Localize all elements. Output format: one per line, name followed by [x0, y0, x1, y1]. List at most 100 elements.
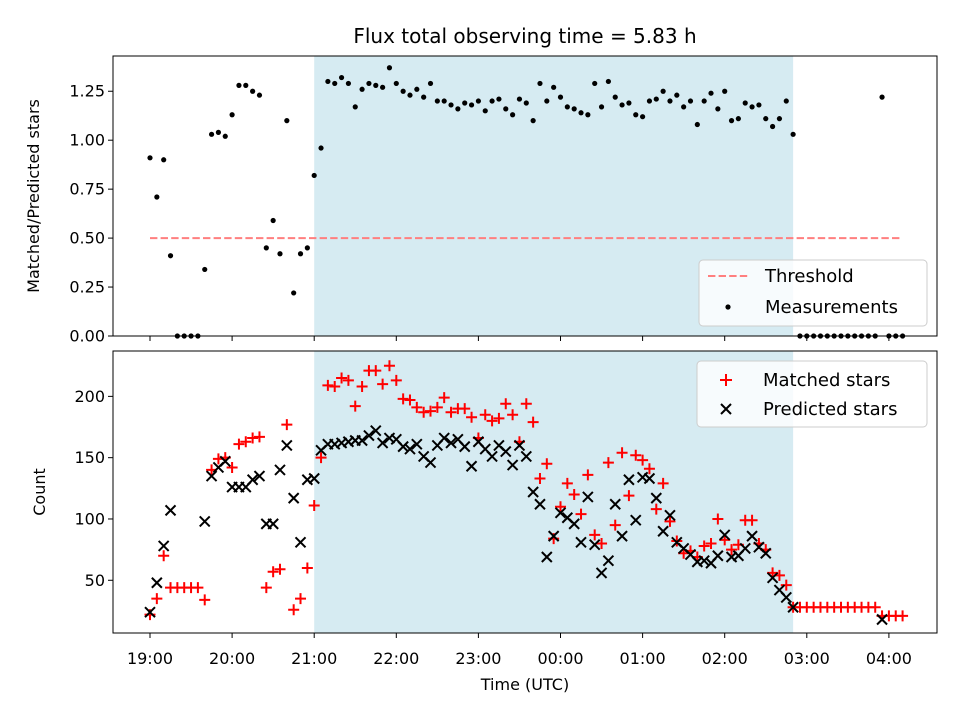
x-tick-label: 02:00 [702, 649, 748, 668]
measurement-point [338, 74, 345, 81]
predicted-star-point [219, 455, 231, 468]
predicted-star-point [582, 491, 594, 503]
measurement-point [660, 88, 666, 94]
measurement-point [681, 104, 687, 110]
matched-star-point [288, 604, 300, 616]
predicted-star-point [253, 470, 266, 482]
predicted-star-point [547, 530, 560, 542]
predicted-star-point [527, 486, 539, 498]
matched-star-point [295, 593, 307, 605]
legend-measurements-label: Measurements [765, 297, 898, 318]
matched-star-point [869, 601, 881, 613]
top-y-axis-label: Matched/Predicted stars [24, 99, 43, 293]
matched-star-point [780, 579, 792, 591]
predicted-star-point [465, 460, 478, 472]
predicted-star-point [438, 432, 450, 444]
measurement-point [790, 131, 796, 137]
matched-star-point [575, 508, 587, 520]
matched-star-point [226, 461, 238, 473]
predicted-star-point [568, 518, 580, 530]
predicted-star-point [513, 439, 526, 452]
legend-predicted-swatch [720, 403, 732, 415]
measurement-point [530, 118, 536, 124]
predicted-star-point [157, 540, 170, 552]
predicted-star-point [602, 554, 615, 567]
measurement-point [482, 108, 488, 114]
measurement-point [421, 94, 427, 100]
matched-star-point [308, 499, 320, 511]
predicted-star-point [657, 525, 669, 537]
measurement-point [735, 116, 741, 122]
matched-star-point [459, 403, 471, 415]
measurement-point [366, 80, 372, 87]
matched-star-point [158, 550, 170, 562]
predicted-star-point [287, 492, 300, 504]
predicted-star-point [664, 509, 676, 522]
measurement-point [380, 84, 386, 90]
top-x-ticks [149, 336, 890, 341]
predicted-star-point [199, 515, 211, 528]
matched-star-point [431, 401, 443, 413]
predicted-star-point [459, 440, 471, 453]
measurement-point [202, 266, 208, 273]
predicted-star-point [589, 539, 601, 551]
measurement-point [243, 82, 249, 88]
measurement-point [256, 92, 263, 98]
matched-star-point [383, 360, 395, 372]
predicted-star-point [760, 547, 772, 560]
measurement-point [769, 123, 776, 130]
matched-star-point [390, 374, 402, 386]
x-tick-label: 01:00 [620, 649, 666, 668]
matched-star-point [247, 432, 259, 444]
y-tick-label: 200 [74, 387, 105, 406]
measurement-point [749, 104, 755, 110]
matched-star-point [377, 378, 389, 390]
matched-star-point [260, 582, 272, 594]
predicted-star-point [445, 437, 457, 449]
predicted-star-point [281, 439, 293, 452]
y-tick-label: 0.75 [69, 180, 105, 199]
measurement-point [578, 110, 584, 116]
predicted-star-point [609, 498, 621, 510]
measurement-point [544, 98, 550, 104]
matched-star-point [301, 562, 313, 574]
matched-star-point [445, 406, 457, 418]
measurement-point [304, 245, 310, 251]
x-tick-label: 23:00 [455, 649, 501, 668]
y-tick-label: 0.50 [69, 229, 105, 248]
measurement-point [400, 88, 406, 94]
measurement-point [427, 80, 434, 87]
matched-star-point [561, 477, 573, 489]
matched-star-point [233, 438, 245, 450]
measurement-point [564, 104, 570, 110]
x-tick-label: 00:00 [537, 649, 583, 668]
measurement-point [605, 78, 611, 85]
matched-star-point [479, 409, 491, 421]
measurement-point [263, 245, 269, 251]
predicted-star-point [554, 507, 567, 519]
x-tick-label: 19:00 [127, 649, 173, 668]
measurement-point [619, 102, 625, 108]
matched-star-point [199, 594, 211, 606]
matched-star-point [650, 503, 662, 515]
measurement-point [297, 251, 304, 257]
matched-star-point [336, 372, 348, 384]
legend-matched-swatch [720, 374, 732, 386]
bottom-x-axis-label: Time (UTC) [480, 675, 569, 694]
x-tick-label: 22:00 [373, 649, 419, 668]
predicted-star-point [643, 472, 656, 485]
predicted-star-point [739, 542, 751, 555]
measurement-point [879, 94, 885, 100]
matched-star-point [534, 473, 546, 485]
predicted-star-point [370, 424, 382, 437]
measurement-point [373, 82, 379, 88]
measurement-point [722, 88, 728, 94]
measurement-points [147, 65, 906, 339]
matched-star-point [616, 447, 628, 459]
predicted-star-point [780, 591, 792, 604]
top-y-ticks: 0.00 0.25 0.50 0.75 1.00 1.25 [69, 82, 113, 346]
measurement-point [229, 112, 235, 118]
measurement-point [332, 80, 338, 87]
measurement-point [161, 157, 167, 163]
measurement-point [537, 80, 543, 87]
